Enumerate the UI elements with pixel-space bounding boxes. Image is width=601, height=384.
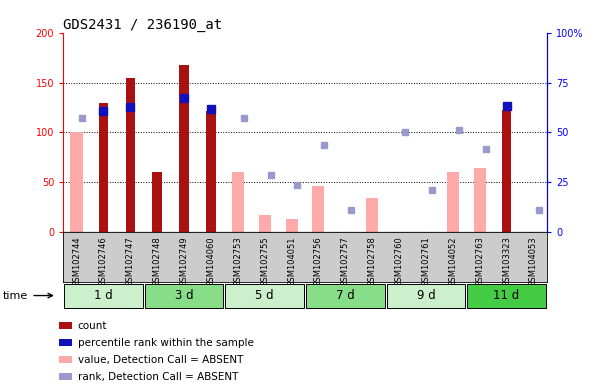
Text: GSM102749: GSM102749 (180, 236, 189, 287)
Text: GSM102755: GSM102755 (260, 236, 269, 287)
Text: rank, Detection Call = ABSENT: rank, Detection Call = ABSENT (78, 372, 238, 382)
Bar (468, 284, 546, 308)
Text: GSM104051: GSM104051 (287, 236, 296, 287)
Text: 1 d: 1 d (94, 289, 113, 302)
Text: 7 d: 7 d (336, 289, 355, 302)
Bar (474, 169, 486, 232)
Text: 9 d: 9 d (416, 289, 435, 302)
Bar (153, 172, 162, 232)
Bar (306, 284, 385, 308)
Bar (70, 132, 82, 232)
Text: 11 d: 11 d (493, 289, 520, 302)
Text: GSM102756: GSM102756 (314, 236, 323, 287)
Bar (59, 373, 72, 381)
Bar (206, 111, 216, 232)
Text: GSM103323: GSM103323 (502, 236, 511, 287)
Text: GSM102753: GSM102753 (233, 236, 242, 287)
Bar (258, 215, 270, 232)
Text: GDS2431 / 236190_at: GDS2431 / 236190_at (63, 18, 222, 31)
Text: count: count (78, 321, 108, 331)
Bar (64, 284, 142, 308)
Text: value, Detection Call = ABSENT: value, Detection Call = ABSENT (78, 355, 243, 365)
Text: time: time (3, 291, 52, 301)
Text: percentile rank within the sample: percentile rank within the sample (78, 338, 254, 348)
Bar (59, 322, 72, 329)
Bar (447, 172, 459, 232)
Bar (232, 172, 244, 232)
Bar (179, 65, 189, 232)
Text: GSM102748: GSM102748 (153, 236, 162, 287)
Bar (59, 356, 72, 363)
Text: GSM102757: GSM102757 (341, 236, 350, 287)
Bar (225, 284, 304, 308)
Bar (59, 339, 72, 346)
Text: GSM102761: GSM102761 (421, 236, 430, 287)
Text: GSM102760: GSM102760 (395, 236, 404, 287)
Bar (285, 219, 297, 232)
Bar (386, 284, 465, 308)
Text: GSM104060: GSM104060 (206, 236, 215, 287)
Text: GSM102747: GSM102747 (126, 236, 135, 287)
Text: 5 d: 5 d (255, 289, 274, 302)
Bar (502, 109, 511, 232)
Text: GSM104052: GSM104052 (448, 236, 457, 287)
Text: GSM102763: GSM102763 (475, 236, 484, 287)
Text: GSM102746: GSM102746 (99, 236, 108, 287)
Text: 3 d: 3 d (175, 289, 194, 302)
Text: GSM102758: GSM102758 (368, 236, 377, 287)
Bar (99, 103, 108, 232)
Bar (366, 199, 378, 232)
Bar (126, 78, 135, 232)
Text: GSM102744: GSM102744 (72, 236, 81, 287)
Bar (145, 284, 224, 308)
Text: GSM104053: GSM104053 (529, 236, 538, 287)
Bar (313, 186, 325, 232)
